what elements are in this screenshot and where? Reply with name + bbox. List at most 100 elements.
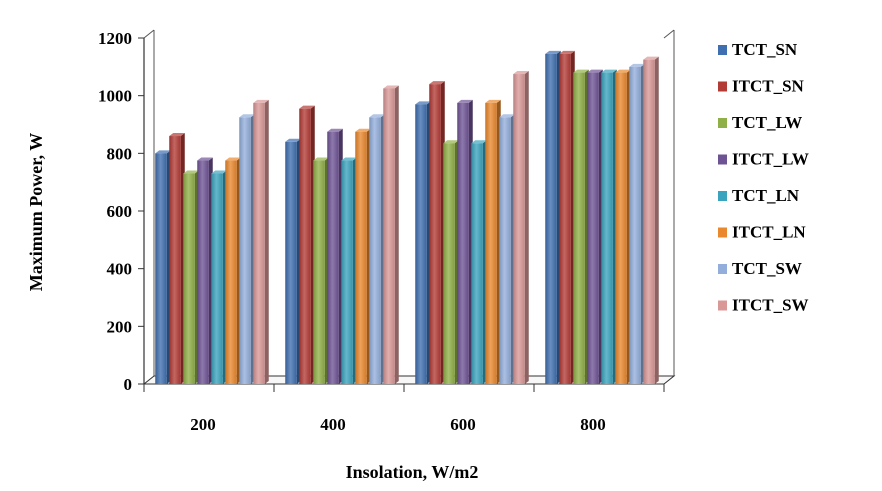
bar-ITCT_LN-400: [355, 128, 371, 384]
bar-TCT_LN-600: [471, 140, 487, 384]
bar-front: [643, 59, 655, 384]
bar-front: [327, 131, 339, 384]
bar-top: [155, 150, 171, 154]
legend-swatch: [718, 154, 727, 165]
bar-top: [485, 99, 501, 103]
y-tick-label: 1200: [98, 29, 132, 48]
bar-top: [225, 157, 241, 161]
bar-ITCT_SN-800: [559, 50, 575, 384]
bar-front: [197, 160, 209, 384]
x-axis-title: Insolation, W/m2: [346, 462, 479, 482]
bar-front: [457, 102, 469, 384]
bar-top: [513, 71, 529, 75]
bar-top: [211, 170, 227, 174]
legend-label: ITCT_LN: [732, 223, 806, 242]
bar-front: [559, 53, 571, 384]
side-wall-top-edge: [143, 29, 155, 39]
bar-TCT_LN-200: [211, 170, 227, 384]
bar-front: [313, 160, 325, 384]
legend-swatch: [718, 264, 727, 274]
bar-top: [573, 69, 589, 73]
x-tick-label: 200: [190, 415, 216, 434]
bar-top: [559, 50, 575, 54]
bar-top: [443, 140, 459, 144]
bar-top: [601, 69, 617, 73]
x-axis-ticks: 200 400 600 800: [143, 384, 665, 434]
bar-front: [285, 141, 297, 384]
bar-TCT_SN-600: [415, 101, 431, 385]
bar-top: [545, 50, 561, 54]
bar-front: [341, 160, 353, 384]
bar-ITCT_SN-400: [299, 105, 315, 385]
bar-top: [457, 99, 473, 103]
bar-top: [327, 128, 343, 132]
bar-ITCT_LW-400: [327, 128, 343, 384]
bar-TCT_LW-600: [443, 140, 459, 384]
bar-TCT_LN-800: [601, 69, 617, 384]
bar-top: [197, 157, 213, 161]
bar-front: [485, 102, 497, 384]
bar-front: [499, 117, 511, 385]
bar-ITCT_LW-600: [457, 99, 473, 384]
bar-ITCT_SW-200: [253, 99, 269, 384]
legend-swatch: [718, 191, 727, 201]
bar-TCT_LW-400: [313, 157, 329, 384]
y-axis-title: Maximum Power, W: [26, 133, 46, 291]
bar-front: [615, 72, 627, 384]
legend-item-ITCT_SN: ITCT_SN: [718, 77, 805, 96]
bar-front: [601, 72, 613, 384]
bar-ITCT_SN-600: [429, 81, 445, 384]
bar-ITCT_LN-600: [485, 99, 501, 384]
legend-label: TCT_SN: [732, 40, 798, 59]
bar-front: [183, 173, 195, 384]
bar-top: [587, 69, 603, 73]
bar-side: [394, 85, 399, 384]
bar-side: [654, 56, 659, 384]
bar-top: [629, 63, 645, 67]
y-tick-label: 600: [107, 202, 133, 221]
bar-front: [239, 117, 251, 385]
bar-front: [225, 160, 237, 384]
bar-TCT_SN-400: [285, 138, 301, 384]
bar-top: [183, 170, 199, 174]
x-tick-label: 400: [320, 415, 346, 434]
bar-ITCT_LW-200: [197, 157, 213, 384]
bar-front: [429, 84, 441, 384]
bar-top: [239, 114, 255, 118]
bar-front: [471, 143, 483, 384]
bar-TCT_LN-400: [341, 157, 357, 384]
bar-top: [471, 140, 487, 144]
bar-ITCT_SW-600: [513, 71, 529, 385]
bar-front: [587, 72, 599, 384]
bar-ITCT_SW-400: [383, 85, 399, 384]
bar-top: [355, 128, 371, 132]
bar-side: [264, 99, 269, 384]
legend-label: ITCT_SN: [732, 77, 805, 96]
legend-item-ITCT_LW: ITCT_LW: [718, 150, 809, 169]
bar-front: [155, 153, 167, 384]
bar-top: [313, 157, 329, 161]
bar-ITCT_LN-200: [225, 157, 241, 384]
bar-top: [429, 81, 445, 85]
bar-TCT_SW-600: [499, 114, 515, 385]
y-tick-label: 200: [107, 317, 133, 336]
bar-top: [341, 157, 357, 161]
legend-swatch: [718, 118, 727, 128]
bar-front: [545, 53, 557, 384]
bar-TCT_SW-200: [239, 114, 255, 385]
legend-item-TCT_SN: TCT_SN: [718, 40, 798, 59]
bar-top: [499, 114, 515, 118]
bar-front: [299, 108, 311, 385]
legend-label: TCT_LW: [732, 113, 802, 132]
bar-top: [299, 105, 315, 109]
bar-top: [383, 85, 399, 89]
bar-front: [629, 66, 641, 384]
x-tick-label: 600: [450, 415, 476, 434]
bar-front: [415, 104, 427, 385]
legend-label: ITCT_SW: [732, 296, 809, 315]
bar-top: [169, 133, 185, 137]
y-axis-ticks: 0 200 400 600 800 1000 1200: [98, 29, 144, 394]
bar-top: [615, 69, 631, 73]
bar-ITCT_LN-800: [615, 69, 631, 384]
